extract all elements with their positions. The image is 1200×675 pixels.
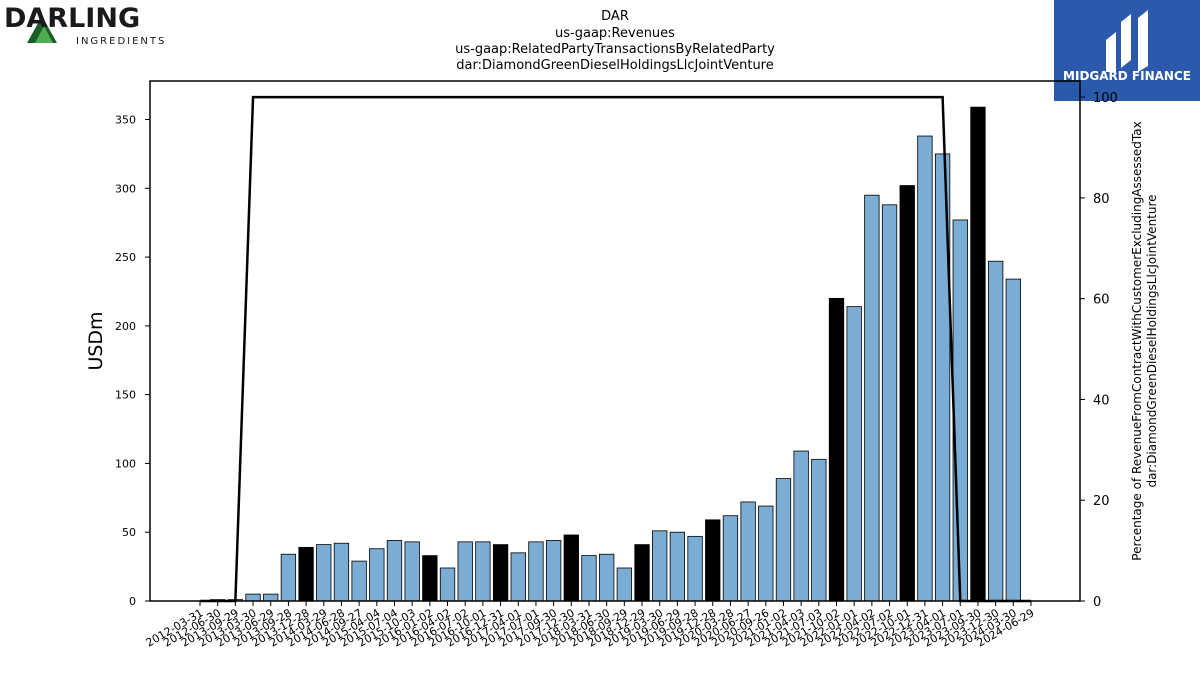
- bar-2022-04-02: [864, 194, 880, 602]
- y-tick-label: 100: [115, 457, 136, 470]
- y-axis-left: 0 50 100 150 200 250 300 350: [115, 114, 150, 608]
- logo-triangle-light: [35, 26, 53, 43]
- bar-2022-12-31: [917, 135, 933, 602]
- bar-2014-06-28: [333, 542, 350, 602]
- y-axis-label: USDm: [85, 311, 107, 370]
- bar-2023-09-30: [970, 106, 986, 602]
- bar-2013-06-29: [263, 593, 279, 602]
- bar-2015-10-03: [404, 541, 420, 602]
- bar-2021-10-02: [828, 297, 845, 602]
- y-tick-label: 250: [115, 251, 136, 264]
- bar-2014-09-27: [351, 560, 367, 602]
- y-axis-right: 0 20 40 60 80 100: [1080, 91, 1118, 610]
- y-tick-label: 150: [115, 389, 136, 402]
- bar-2016-10-01: [475, 541, 491, 602]
- chart-title-line-1: DAR: [601, 9, 629, 24]
- y-tick-label: 350: [115, 114, 136, 127]
- bar-2016-01-02: [422, 555, 438, 602]
- bar-series: [210, 106, 1021, 602]
- midgard-emblem: MIDGARD FINANCE: [1063, 10, 1191, 83]
- percentage-line: [200, 95, 1031, 603]
- bar-2021-04-03: [793, 450, 809, 602]
- y-tick-label: 50: [122, 526, 136, 539]
- bar-2018-12-29: [634, 544, 650, 602]
- bar-2016-12-31: [492, 544, 509, 602]
- y2-tick-label: 20: [1093, 494, 1110, 509]
- bar-2018-09-29: [616, 567, 632, 602]
- bar-2017-09-30: [545, 540, 562, 602]
- midgard-brand-text: MIDGARD FINANCE: [1063, 69, 1191, 83]
- chart-title: DAR us-gaap:Revenues us-gaap:RelatedPart…: [455, 9, 775, 73]
- y2-tick-label: 40: [1093, 393, 1110, 408]
- y2-tick-label: 0: [1093, 595, 1101, 610]
- bar-2017-04-01: [510, 552, 526, 602]
- y2-tick-label: 100: [1093, 91, 1118, 106]
- bar-2019-06-29: [669, 531, 686, 602]
- y2-axis-label-line-1: Percentage of RevenueFromContractWithCus…: [1130, 121, 1144, 560]
- plot-frame: [149, 80, 1081, 602]
- bar-2021-01-02: [775, 478, 792, 602]
- bar-2020-03-28: [722, 515, 739, 602]
- logo-brand-text: DARLING: [4, 3, 140, 34]
- bar-2019-09-28: [687, 535, 703, 602]
- bar-2016-07-02: [457, 541, 473, 602]
- y-tick-label: 0: [129, 595, 136, 608]
- logo-triangle-dark: [27, 16, 57, 43]
- bar-2015-04-04: [369, 548, 385, 602]
- bar-2022-01-01: [846, 306, 862, 602]
- bar-2019-12-28: [705, 519, 721, 602]
- bar-2020-06-27: [740, 501, 756, 602]
- bar-2019-03-30: [652, 530, 668, 602]
- y-tick-label: 200: [115, 320, 136, 333]
- bar-2013-03-30: [245, 593, 261, 602]
- logo-sub-text: INGREDIENTS: [76, 36, 166, 47]
- bar-2018-06-30: [599, 553, 615, 602]
- bar-2024-03-30: [1005, 278, 1021, 602]
- bar-2023-12-30: [987, 260, 1004, 602]
- y2-axis-label-line-2: dar:DiamondGreenDieselHoldingsLlcJointVe…: [1145, 194, 1159, 487]
- percentage-line-series: [200, 95, 1031, 603]
- bar-2017-07-01: [528, 541, 544, 602]
- bar-2016-04-02: [439, 567, 456, 602]
- chart-title-line-4: dar:DiamondGreenDieselHoldingsLlcJointVe…: [456, 58, 774, 73]
- bar-2014-03-29: [316, 544, 332, 602]
- bar-2013-09-28: [280, 553, 297, 602]
- bar-2022-10-01: [899, 185, 915, 602]
- y2-tick-label: 60: [1093, 293, 1110, 308]
- midgard-logo: MIDGARD FINANCE: [1054, 0, 1200, 101]
- y-tick-label: 300: [115, 182, 136, 195]
- darling-logo: DARLING INGREDIENTS: [4, 3, 166, 47]
- x-axis: 2012-03-312012-06-302013-09-292013-03-30…: [144, 601, 1037, 650]
- chart-title-line-3: us-gaap:RelatedPartyTransactionsByRelate…: [455, 42, 775, 57]
- emblem-mid-bar: [1121, 14, 1131, 68]
- y2-tick-label: 80: [1093, 192, 1110, 207]
- emblem-left-bar: [1106, 32, 1116, 72]
- bar-2017-12-30: [563, 534, 579, 602]
- emblem-right-bar: [1138, 10, 1148, 72]
- chart-title-line-2: us-gaap:Revenues: [555, 26, 675, 41]
- bar-2020-09-26: [758, 505, 774, 602]
- bar-2015-07-04: [386, 540, 403, 602]
- bar-2021-07-03: [811, 458, 827, 602]
- bar-2023-07-01: [952, 219, 968, 602]
- bar-2018-03-31: [581, 555, 597, 602]
- bar-2022-07-02: [881, 204, 898, 602]
- bar-2013-12-28: [298, 546, 314, 602]
